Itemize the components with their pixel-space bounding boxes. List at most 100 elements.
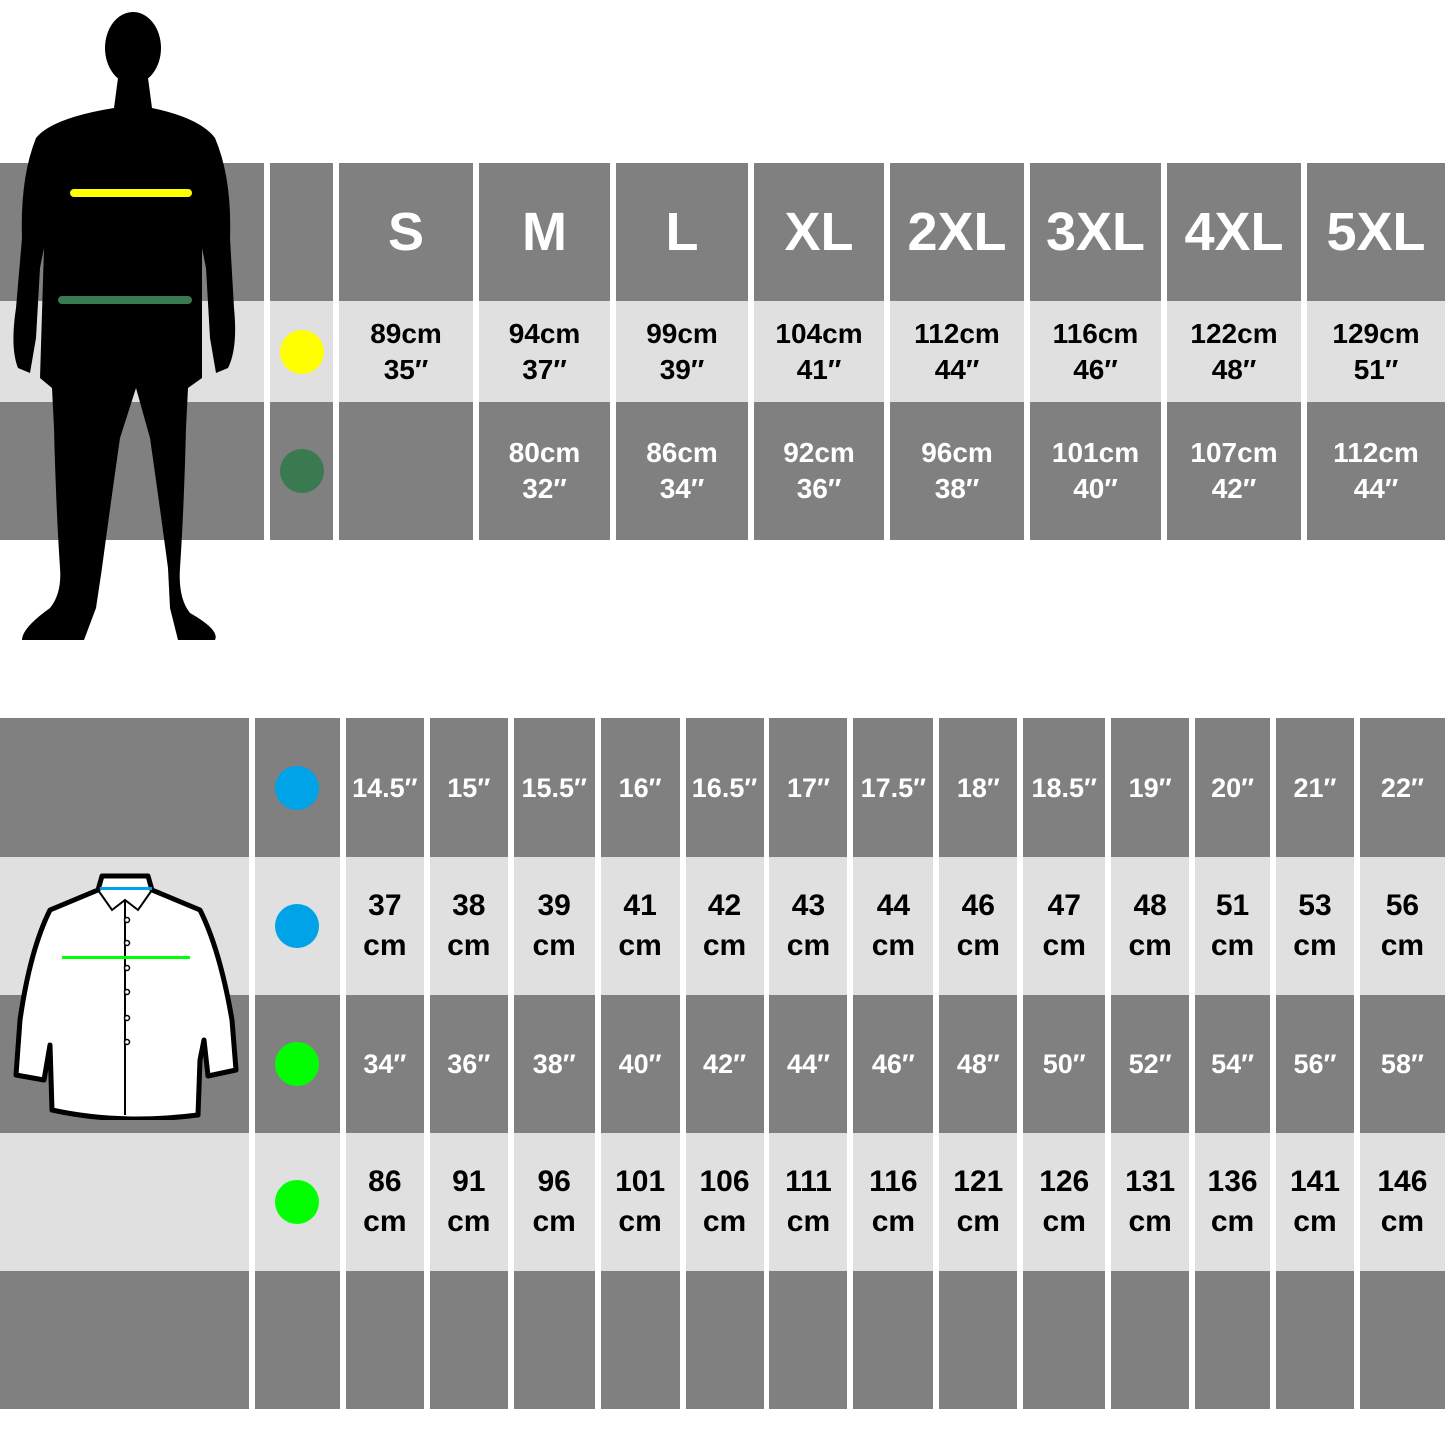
unit-label: cm [1042, 929, 1086, 962]
unit-label: cm [1210, 929, 1255, 962]
chest-inches-value: 34″ [345, 995, 424, 1133]
unit-label: cm [786, 929, 831, 962]
neck-inches: 22″ [1380, 772, 1424, 803]
shirt-size-table: 14.5″ 15″ 15.5″ 16″ 16.5″ 17″ 17.5″ 18″ 18.5″ 19″… [0, 718, 1445, 1409]
neck-cm-value: 48 cm [1111, 857, 1190, 995]
neck-cm: 44 [876, 889, 911, 922]
chest-cm-value: 121 cm [939, 1133, 1018, 1271]
neck-inches-value: 18.5″ [1023, 718, 1106, 857]
chest-cm: 96 [537, 1165, 571, 1198]
neck-inches-value: 20″ [1195, 718, 1271, 857]
chest-cm: 86 [368, 1165, 402, 1198]
unit-label: cm [1293, 929, 1337, 962]
neck-cm: 43 [791, 889, 826, 922]
chest-value: 112cm 44″ [890, 301, 1024, 402]
size-label: M [522, 202, 567, 262]
chest-cm: 91 [452, 1165, 486, 1198]
unit-label: cm [1210, 1205, 1255, 1238]
neck-inches-value: 19″ [1111, 718, 1190, 857]
empty-value [600, 1271, 680, 1409]
waist-cm: 80cm [508, 437, 581, 468]
chest-inches-value: 50″ [1023, 995, 1106, 1133]
empty-value [1195, 1271, 1271, 1409]
chest-inches: 38″ [532, 1049, 576, 1079]
marker-cell [254, 857, 340, 995]
waist-cm: 107cm [1190, 437, 1278, 468]
chest-inches: 44″ [934, 353, 980, 385]
chest-inches: 51″ [1353, 353, 1399, 385]
shirt-outline-icon [13, 873, 239, 1120]
empty-value [939, 1271, 1018, 1409]
neck-cm-value: 43 cm [769, 857, 848, 995]
chest-value: 99cm 39″ [616, 301, 748, 402]
chest-inches-value: 40″ [600, 995, 680, 1133]
unit-label: cm [618, 1205, 662, 1238]
waist-cm: 101cm [1051, 437, 1140, 468]
neck-cm: 38 [452, 889, 486, 922]
neck-inches: 15″ [447, 772, 491, 803]
size-label: 2XL [907, 202, 1007, 262]
neck-inches: 21″ [1293, 772, 1337, 803]
unit-label: cm [1128, 929, 1172, 962]
chest-inches-value: 54″ [1195, 995, 1271, 1133]
neck-inches-value: 22″ [1359, 718, 1445, 857]
chest-cm: 104cm [775, 317, 863, 349]
chest-cm: 89cm [370, 317, 442, 349]
chest-cm-value: 116 cm [853, 1133, 934, 1271]
chest-cm-value: 101 cm [600, 1133, 680, 1271]
marker-cell [254, 1271, 340, 1409]
size-header: M [479, 163, 610, 301]
chest-inches-value: 58″ [1359, 995, 1445, 1133]
neck-cm-value: 42 cm [685, 857, 764, 995]
size-label: XL [784, 202, 854, 262]
chest-cm-value: 96 cm [513, 1133, 595, 1271]
unit-label: cm [532, 929, 576, 962]
size-header: 5XL [1307, 163, 1445, 301]
unit-label: cm [1128, 1205, 1172, 1238]
chest-marker-line [70, 189, 192, 197]
chest-cm: 129cm [1332, 317, 1420, 349]
chest-inches: 48″ [1211, 353, 1257, 385]
waist-cm: 112cm [1333, 437, 1419, 468]
chest-inches: 50″ [1042, 1049, 1086, 1079]
unit-label: cm [786, 1205, 831, 1238]
size-label: S [387, 202, 425, 262]
chest-cm: 99cm [646, 317, 718, 349]
neck-cm: 37 [368, 889, 402, 922]
marker-cell [254, 718, 340, 857]
chest-cm-value: 106 cm [685, 1133, 764, 1271]
unit-label: cm [1042, 1205, 1086, 1238]
unit-label: cm [702, 929, 747, 962]
chest-inches-value: 36″ [429, 995, 508, 1133]
empty-value [1275, 1271, 1354, 1409]
waist-value: 112cm 44″ [1307, 402, 1445, 540]
waist-color-dot-icon [279, 449, 324, 493]
chest-cm: 106 [699, 1165, 750, 1198]
neck-cm: 39 [537, 889, 571, 922]
waist-value: 107cm 42″ [1167, 402, 1301, 540]
neck-cm-value: 39 cm [513, 857, 595, 995]
neck-inches: 14.5″ [352, 772, 418, 803]
chest-cm: 121 [953, 1165, 1004, 1198]
waist-value [339, 402, 473, 540]
chest-inches: 41″ [796, 353, 842, 385]
chest-cm-value: 111 cm [769, 1133, 848, 1271]
neck-cm: 48 [1133, 889, 1167, 922]
unit-label: cm [702, 1205, 747, 1238]
unit-label: cm [447, 929, 491, 962]
waist-value: 80cm 32″ [479, 402, 610, 540]
neck-cm-value: 41 cm [600, 857, 680, 995]
size-label: 4XL [1184, 202, 1284, 262]
unit-label: cm [871, 1205, 916, 1238]
marker-cell [254, 1133, 340, 1271]
waist-value: 101cm 40″ [1030, 402, 1161, 540]
neck-cm-value: 56 cm [1359, 857, 1445, 995]
neck-inches-value: 17″ [769, 718, 848, 857]
neck-cm-value: 47 cm [1023, 857, 1106, 995]
chest-inches: 42″ [703, 1049, 747, 1079]
chest-cm: 116 [869, 1165, 918, 1198]
chest-inches-value: 38″ [513, 995, 595, 1133]
neck-cm: 53 [1298, 889, 1332, 922]
waist-value: 92cm 36″ [754, 402, 884, 540]
unit-label: cm [618, 929, 662, 962]
